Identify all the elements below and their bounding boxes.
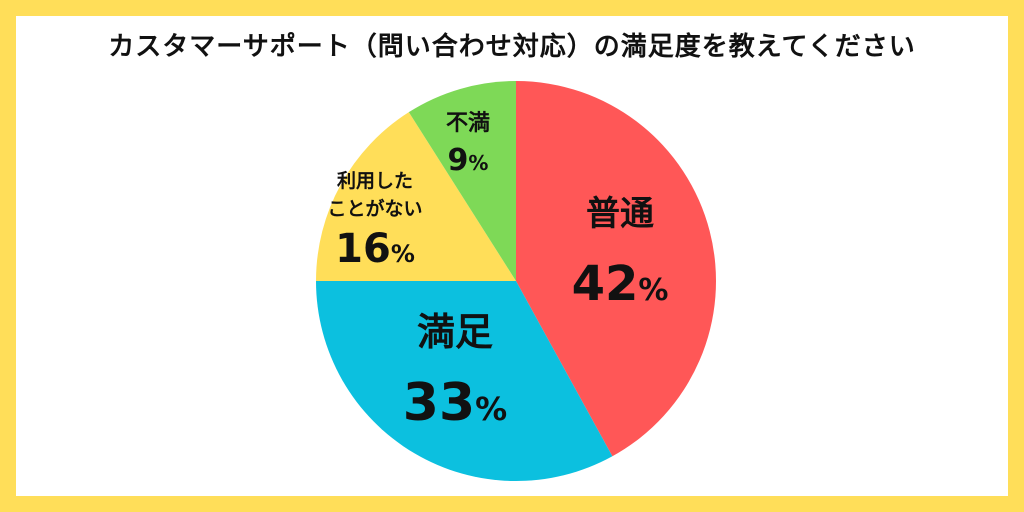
slice-label: 利用した <box>337 170 413 192</box>
chart-title: カスタマーサポート（問い合わせ対応）の満足度を教えてください <box>108 32 916 62</box>
slice-label: 満足 <box>417 310 493 354</box>
slice-label: ことがない <box>327 197 422 220</box>
pie-slice <box>516 81 716 457</box>
slice-label: 不満 <box>446 110 490 136</box>
slice-label: 普通 <box>586 194 654 234</box>
pie-slice <box>316 281 613 481</box>
pie-slice <box>316 112 516 281</box>
slice-value-label: 9% <box>448 143 489 178</box>
slice-value-label: 42% <box>572 256 669 312</box>
slice-value-label: 33% <box>403 373 507 433</box>
slice-value-label: 16% <box>335 226 415 272</box>
pie-slice <box>408 81 516 281</box>
